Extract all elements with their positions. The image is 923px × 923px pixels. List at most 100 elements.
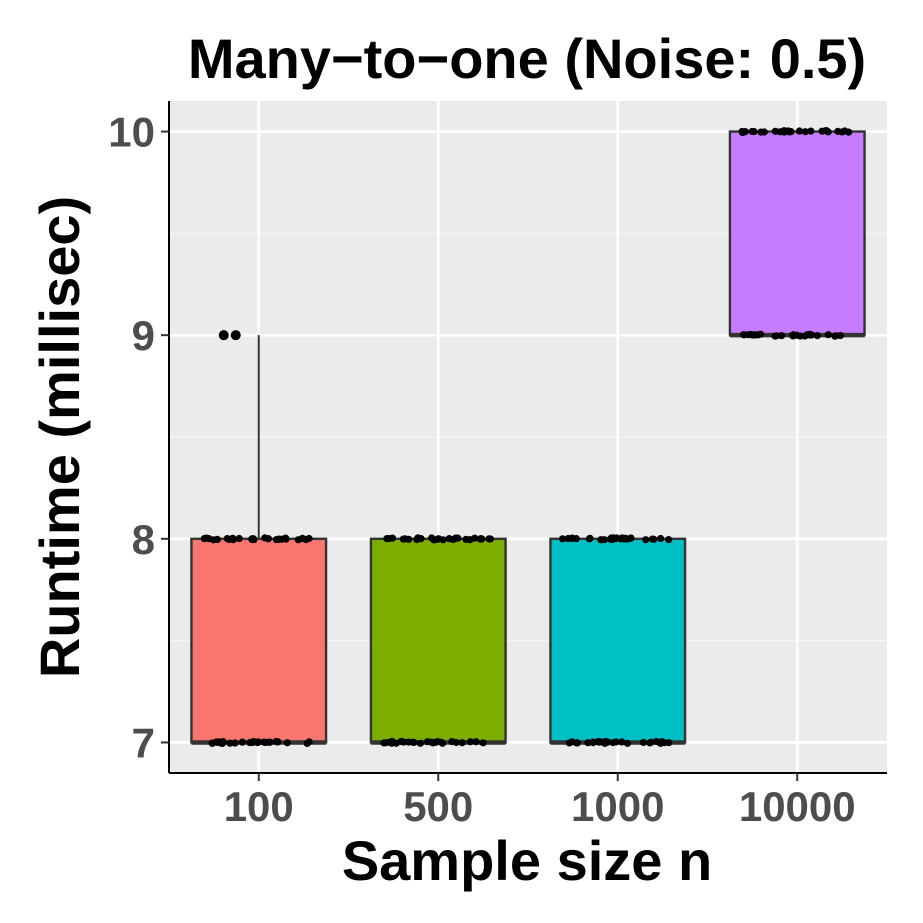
data-point bbox=[409, 738, 417, 746]
x-axis-title: Sample size n bbox=[342, 829, 712, 892]
box-1000 bbox=[549, 537, 687, 745]
data-point bbox=[472, 738, 480, 746]
data-point bbox=[801, 128, 809, 136]
y-tick-label: 9 bbox=[132, 312, 155, 359]
data-point bbox=[789, 332, 797, 340]
data-point bbox=[399, 535, 407, 543]
data-point bbox=[749, 331, 757, 339]
data-point bbox=[264, 535, 273, 543]
data-point bbox=[471, 534, 479, 542]
data-point bbox=[738, 128, 747, 137]
data-point bbox=[623, 739, 632, 747]
data-point bbox=[417, 535, 425, 543]
data-point bbox=[807, 127, 815, 135]
data-point bbox=[250, 535, 258, 544]
outlier-point bbox=[230, 330, 241, 341]
data-point bbox=[639, 738, 648, 747]
data-point bbox=[618, 738, 626, 746]
data-point bbox=[388, 534, 397, 542]
data-point bbox=[665, 739, 673, 747]
y-tick-label: 7 bbox=[132, 719, 155, 766]
data-point bbox=[405, 535, 413, 543]
data-point bbox=[824, 331, 832, 339]
data-point bbox=[595, 738, 603, 746]
data-point bbox=[597, 536, 605, 544]
data-point bbox=[813, 331, 821, 340]
data-point bbox=[235, 534, 243, 543]
data-point bbox=[274, 738, 282, 746]
data-point bbox=[836, 331, 844, 340]
x-tick-label: 500 bbox=[403, 783, 473, 830]
data-point bbox=[383, 534, 391, 543]
data-point bbox=[400, 738, 408, 746]
data-point bbox=[382, 739, 390, 747]
data-point bbox=[427, 738, 436, 746]
data-point bbox=[454, 534, 462, 542]
x-tick-label: 100 bbox=[224, 783, 294, 830]
data-point bbox=[657, 534, 665, 543]
box-10000 bbox=[728, 130, 866, 338]
data-point bbox=[249, 738, 257, 746]
data-point bbox=[780, 127, 788, 135]
data-point bbox=[834, 127, 842, 135]
data-point bbox=[589, 739, 597, 747]
data-point bbox=[479, 739, 487, 747]
data-point bbox=[642, 536, 650, 544]
box-body bbox=[369, 537, 507, 744]
y-axis-title: Runtime (millisec) bbox=[28, 196, 91, 678]
data-point bbox=[260, 738, 268, 746]
data-point bbox=[445, 535, 453, 543]
data-point bbox=[777, 332, 786, 340]
data-point bbox=[796, 332, 804, 340]
data-point bbox=[568, 534, 576, 543]
box-layer bbox=[190, 130, 866, 745]
point-layer bbox=[200, 127, 853, 748]
data-point bbox=[646, 739, 654, 747]
data-point bbox=[806, 331, 814, 339]
data-point bbox=[822, 127, 831, 135]
data-point bbox=[226, 739, 234, 747]
data-point bbox=[272, 535, 281, 544]
axes bbox=[161, 101, 887, 781]
box-100 bbox=[190, 335, 328, 745]
box-body bbox=[190, 537, 328, 744]
data-point bbox=[231, 739, 239, 747]
box-body bbox=[549, 537, 687, 744]
data-point bbox=[458, 739, 466, 747]
data-point bbox=[430, 536, 439, 544]
data-point bbox=[416, 739, 424, 747]
box-body bbox=[728, 130, 866, 337]
tick-labels: 7 8 9 10 100 500 1000 10000 bbox=[108, 109, 855, 830]
data-point bbox=[606, 535, 614, 543]
x-tick-label: 10000 bbox=[739, 783, 856, 830]
x-tick-label: 1000 bbox=[571, 783, 664, 830]
data-point bbox=[213, 535, 221, 544]
chart-title: Many−to−one (Noise: 0.5) bbox=[188, 27, 866, 90]
data-point bbox=[283, 739, 291, 747]
box-500 bbox=[369, 537, 507, 745]
data-point bbox=[585, 535, 593, 543]
data-point bbox=[558, 535, 567, 543]
data-point bbox=[795, 127, 804, 135]
data-point bbox=[478, 535, 486, 543]
y-tick-label: 8 bbox=[132, 516, 155, 563]
data-point bbox=[225, 535, 233, 544]
outlier-point bbox=[218, 330, 229, 341]
data-point bbox=[452, 738, 460, 747]
y-tick-label: 10 bbox=[108, 109, 155, 156]
data-point bbox=[214, 738, 223, 746]
data-point bbox=[298, 534, 307, 542]
data-point bbox=[601, 739, 609, 747]
data-point bbox=[305, 738, 313, 746]
data-point bbox=[266, 738, 274, 746]
data-point bbox=[466, 738, 474, 746]
data-point bbox=[278, 535, 286, 543]
data-point bbox=[462, 535, 470, 543]
data-point bbox=[392, 739, 400, 747]
data-point bbox=[748, 127, 756, 136]
data-point bbox=[238, 738, 246, 746]
data-point bbox=[627, 534, 635, 542]
data-point bbox=[665, 535, 673, 544]
